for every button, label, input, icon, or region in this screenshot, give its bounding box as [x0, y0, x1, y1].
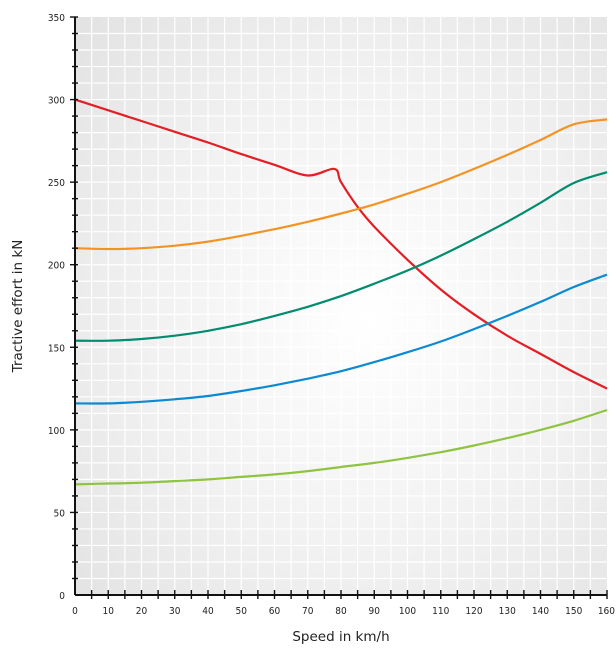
- x-tick-label: 0: [72, 606, 78, 617]
- x-tick-label: 90: [369, 606, 381, 617]
- y-tick-label: 150: [48, 343, 65, 354]
- x-tick-label: 130: [499, 606, 516, 617]
- y-tick-label: 0: [59, 591, 65, 602]
- x-axis-label: Speed in km/h: [292, 629, 389, 645]
- x-tick-label: 160: [598, 606, 615, 617]
- axes: [70, 16, 608, 599]
- x-tick-label: 50: [236, 606, 248, 617]
- series-group: [74, 98, 608, 486]
- y-tick-label: 200: [48, 261, 65, 272]
- x-tick-labels: 0 10 20 30 40 50 60 70 80 90 100 110 120 130 140 150 160: [72, 606, 615, 617]
- y-tick-label: 250: [48, 178, 65, 189]
- x-tick-label: 20: [136, 606, 148, 617]
- x-tick-label: 30: [169, 606, 181, 617]
- x-tick-label: 60: [269, 606, 281, 617]
- x-tick-label: 10: [103, 606, 115, 617]
- x-tick-label: 40: [202, 606, 214, 617]
- y-tick-label: 50: [54, 508, 66, 519]
- y-tick-label: 300: [48, 96, 65, 107]
- x-tick-label: 80: [335, 606, 347, 617]
- series-line-5: [74, 408, 608, 486]
- x-tick-label: 140: [532, 606, 549, 617]
- y-axis-label: Tractive effort in kN: [10, 240, 26, 374]
- series-line-4: [74, 273, 608, 405]
- y-tick-labels: 0 50 100 150 200 250 300 350: [48, 13, 65, 602]
- grid-lines: [75, 17, 607, 595]
- y-tick-label: 350: [48, 13, 65, 24]
- series-line-3: [74, 171, 608, 342]
- series-line-2: [74, 118, 608, 251]
- x-tick-label: 150: [565, 606, 582, 617]
- y-tick-label: 100: [48, 426, 65, 437]
- x-tick-label: 110: [432, 606, 449, 617]
- series-line-1: [74, 98, 608, 390]
- x-tick-label: 70: [302, 606, 314, 617]
- x-tick-label: 120: [465, 606, 482, 617]
- x-tick-label: 100: [399, 606, 416, 617]
